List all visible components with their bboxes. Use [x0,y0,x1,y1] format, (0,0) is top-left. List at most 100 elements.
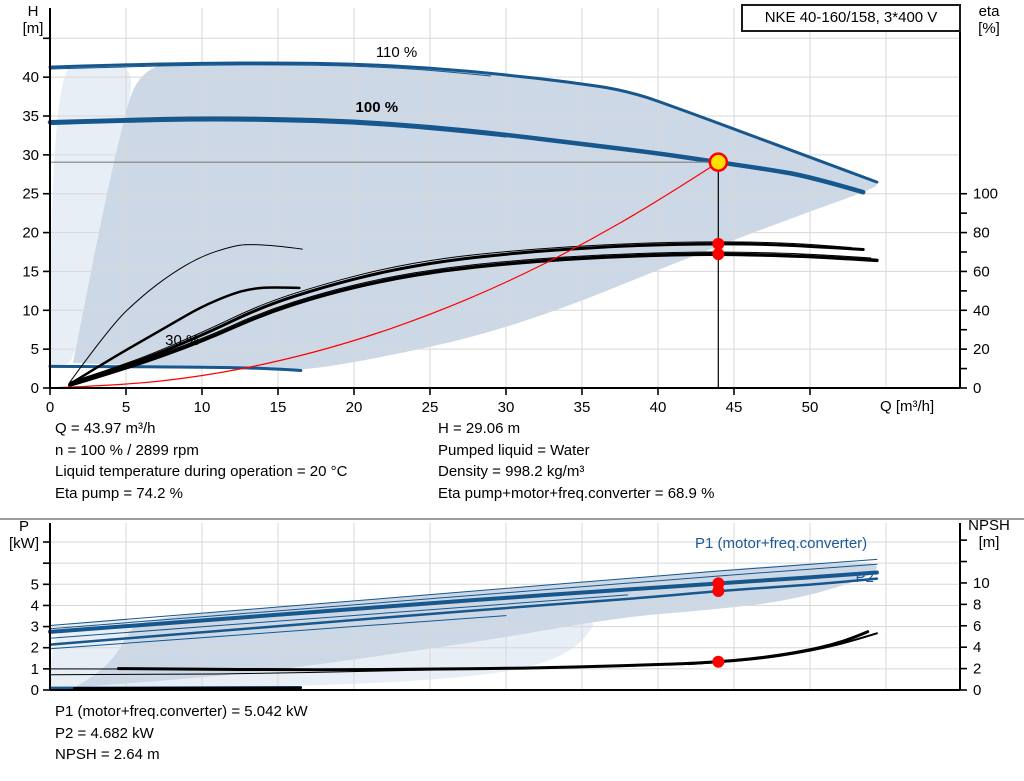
h-axis-label-line2: [m] [22,20,44,37]
svg-text:5: 5 [122,399,130,416]
eta-axis-label-line2: [%] [978,20,1000,37]
svg-text:5: 5 [31,576,39,593]
operating-point [708,152,729,172]
svg-text:6: 6 [973,618,981,635]
curve-30pct [48,364,303,372]
p-axis-label-line2: [kW] [9,535,39,552]
npsh-axis-label-line1: NPSH [968,517,1010,534]
svg-text:35: 35 [22,108,39,125]
svg-text:35: 35 [574,399,591,416]
speed-envelope-main [72,62,877,370]
p1-curve [48,570,879,634]
svg-text:3: 3 [31,619,39,636]
svg-text:100 %: 100 % [356,99,399,116]
eta-total-30pct [68,286,301,386]
svg-text:30 %: 30 % [165,332,199,349]
svg-text:40: 40 [650,399,667,416]
info-pumped-liquid: Pumped liquid = Water [438,441,590,459]
svg-text:2: 2 [31,640,39,657]
p2-min-hairline [49,615,507,650]
eta-axis-label-line1: eta [978,3,1000,20]
svg-text:0: 0 [973,380,981,397]
p-axis-label: P [kW] [2,518,46,552]
system-curve [49,161,719,389]
svg-text:2: 2 [973,661,981,678]
svg-text:30: 30 [498,399,515,416]
svg-text:P2: P2 [856,569,874,586]
svg-text:20: 20 [346,399,363,416]
h-axis-label: H [m] [14,3,52,37]
eta-total-tolerance [69,251,872,384]
svg-text:10: 10 [22,302,39,319]
speed-envelope-left-light [50,65,132,367]
p2-curve [48,577,879,646]
svg-text:45: 45 [726,399,743,416]
svg-text:0: 0 [973,682,981,699]
svg-text:40: 40 [973,302,990,319]
svg-text:25: 25 [22,186,39,203]
p2-hairline [49,594,629,639]
eta-pump [68,242,865,386]
curve-110pct-tolerance [49,64,492,77]
svg-text:15: 15 [22,263,39,280]
svg-text:50: 50 [802,399,819,416]
qh-eta-chart: 0 5 10 15 20 25 30 35 40 0 20 40 60 80 100 0 5 10 15 20 25 30… [22,8,998,416]
svg-text:15: 15 [270,399,287,416]
p-axis-label-line1: P [18,518,29,535]
svg-text:5: 5 [31,341,39,358]
svg-text:110 %: 110 % [376,44,417,61]
info-liquid-temperature: Liquid temperature during operation = 20… [55,463,348,480]
svg-text:0: 0 [31,682,39,699]
svg-text:60: 60 [973,263,990,280]
p2-point [712,585,725,598]
eta-pump-tolerance [69,241,852,383]
info-head: H = 29.06 m [438,420,521,437]
svg-text:10: 10 [973,575,990,592]
info-eta-total: Eta pump+motor+freq.converter = 68.9 % [438,484,715,502]
svg-text:0: 0 [31,380,39,397]
svg-text:40: 40 [22,69,39,86]
curve-100pct [47,116,866,195]
svg-text:P1 (motor+freq.converter): P1 (motor+freq.converter) [695,535,867,552]
p1-hairline-2 [49,563,878,630]
svg-text:30: 30 [22,147,39,164]
info-npsh: NPSH = 2.64 m [55,746,160,763]
svg-text:100: 100 [973,186,998,203]
info-density: Density = 998.2 kg/m³ [438,463,585,480]
npsh-axis-label-line2: [m] [978,534,1000,551]
svg-text:8: 8 [973,596,981,613]
duty-info-left: Q = 43.97 m³/h n = 100 % / 2899 rpm Liqu… [55,418,347,504]
npsh-curve-branch [687,632,878,666]
svg-text:4: 4 [973,639,981,656]
power-envelope-main [74,562,877,688]
curve-100pct-tolerance [49,120,507,138]
info-p2: P2 = 4.682 kW [55,724,154,742]
power-info-block: P1 (motor+freq.converter) = 5.042 kW P2 … [55,701,308,766]
svg-text:4: 4 [31,597,39,614]
svg-text:25: 25 [422,399,439,416]
pump-model-title-box: NKE 40-160/158, 3*400 V [741,4,961,32]
p1-max-hairline [49,558,878,626]
power-npsh-chart: 0 1 2 3 4 5 0 2 4 6 8 10 P1 (motor+freq.converter) P2 [31,523,990,699]
svg-text:80: 80 [973,225,990,242]
h-axis-label-line1: H [27,3,39,20]
eta-total [68,252,879,387]
eta-pump-point [712,237,725,250]
eta-axis-label: eta [%] [964,3,1014,37]
eta-total-point [712,248,725,261]
svg-text:20: 20 [22,225,39,242]
svg-text:20: 20 [973,341,990,358]
npsh-point [712,655,725,668]
svg-text:1: 1 [31,661,39,678]
info-speed: n = 100 % / 2899 rpm [55,441,199,459]
svg-text:0: 0 [46,399,54,416]
info-eta-pump: Eta pump = 74.2 % [55,484,183,502]
npsh-axis-label: NPSH [m] [958,517,1020,551]
info-flow: Q = 43.97 m³/h [55,420,156,437]
q-axis-label: Q [m³/h] [880,398,935,415]
svg-text:10: 10 [194,399,211,416]
eta-pump-30pct [69,244,303,383]
info-p1: P1 (motor+freq.converter) = 5.042 kW [55,703,308,720]
curve-110pct [48,61,879,184]
